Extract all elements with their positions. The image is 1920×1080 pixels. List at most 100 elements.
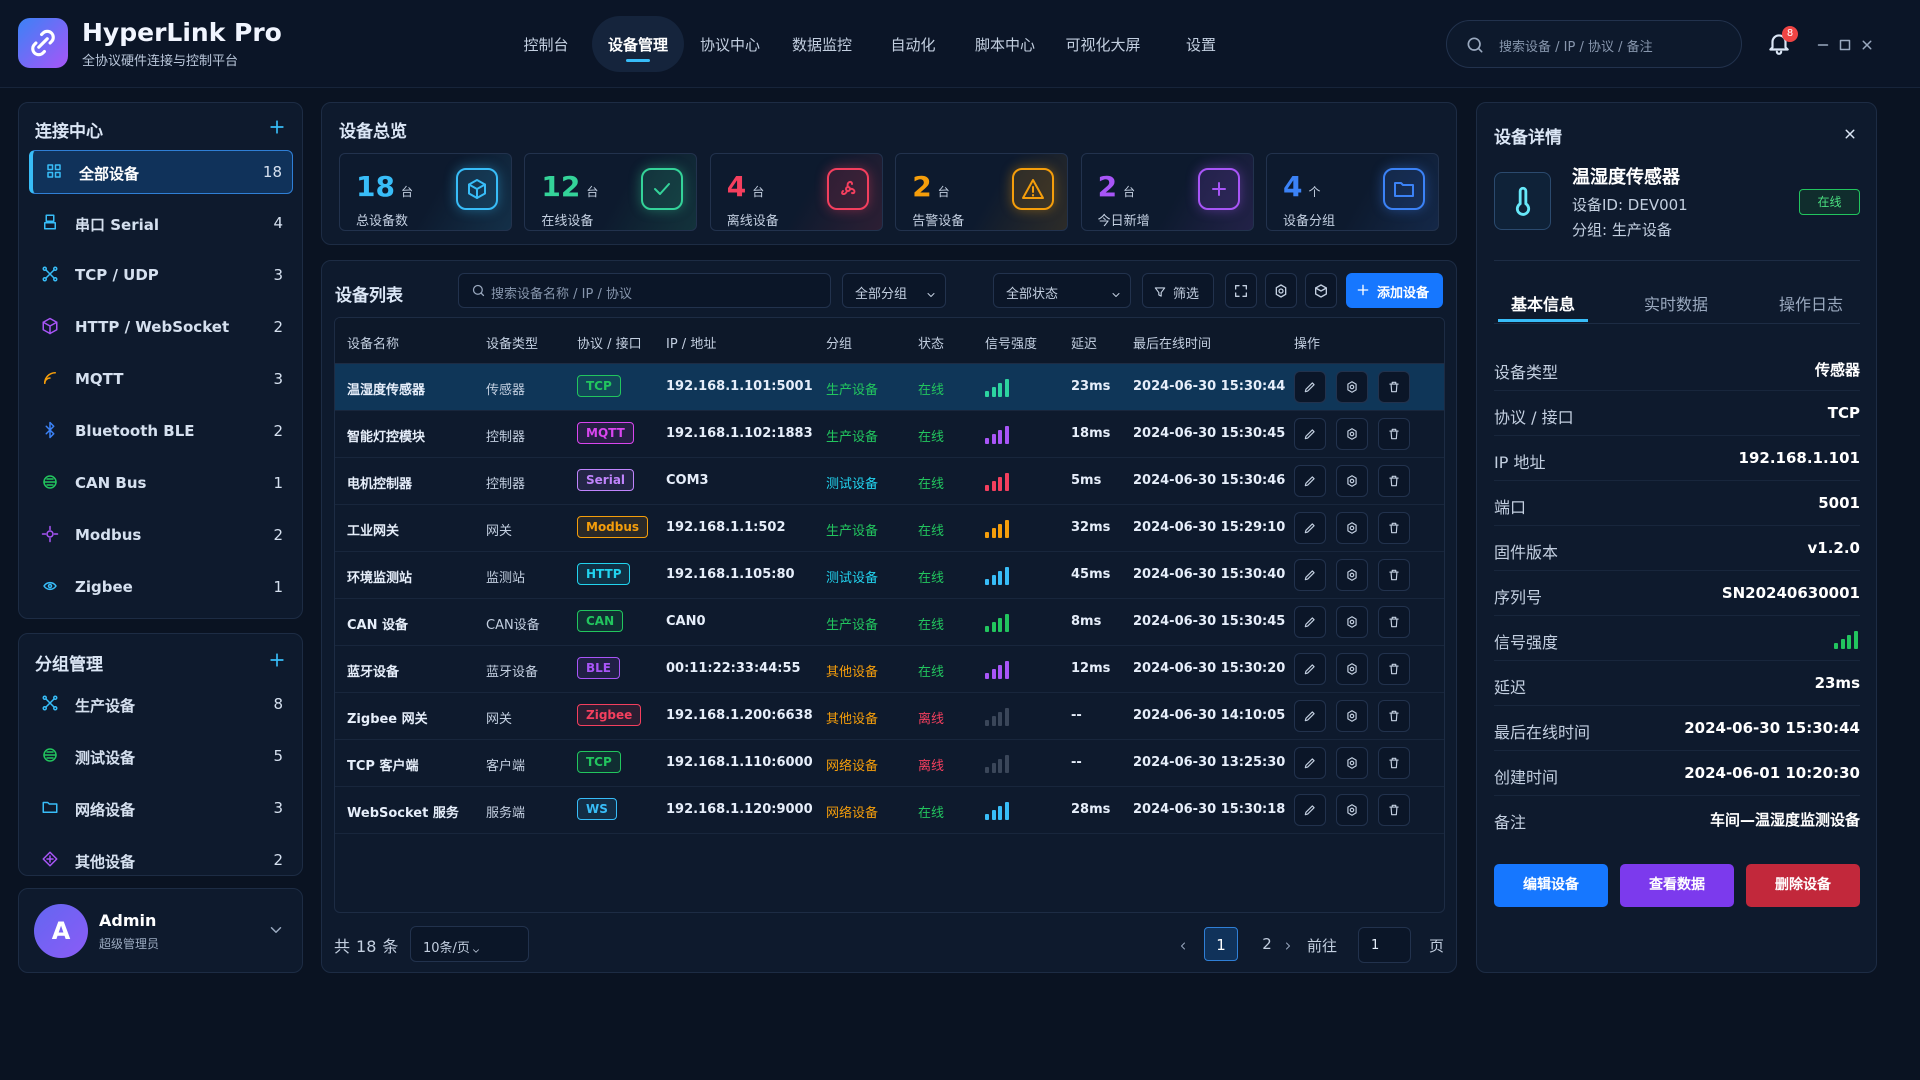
detail-button[interactable]: 编辑设备: [1494, 864, 1608, 907]
action-button[interactable]: [1294, 794, 1326, 826]
table-row[interactable]: 智能灯控模块 控制器 MQTT 192.168.1.102:1883 生产设备 在线 18m…: [335, 411, 1444, 458]
window-control[interactable]: [1858, 36, 1876, 58]
action-button[interactable]: [1378, 653, 1410, 685]
search-box[interactable]: 搜索设备 / IP / 协议 / 备注: [1446, 20, 1742, 68]
select[interactable]: 全部状态: [993, 273, 1131, 308]
user-role: 超级管理员: [99, 937, 160, 951]
connection-item[interactable]: Bluetooth BLE 2: [29, 410, 293, 454]
window-control[interactable]: [1814, 36, 1832, 58]
action-button[interactable]: [1336, 606, 1368, 638]
action-button[interactable]: [1336, 747, 1368, 779]
action-button[interactable]: [1336, 512, 1368, 544]
tab[interactable]: 基本信息: [1510, 295, 1575, 314]
action-button[interactable]: [1294, 465, 1326, 497]
detail-button[interactable]: 查看数据: [1620, 864, 1734, 907]
action-button[interactable]: [1294, 700, 1326, 732]
connection-item[interactable]: 全部设备 18: [29, 150, 293, 194]
action-button[interactable]: [1378, 465, 1410, 497]
add-device-button[interactable]: 添加设备: [1346, 273, 1443, 308]
action-button[interactable]: [1336, 418, 1368, 450]
user-card[interactable]: A Admin 超级管理员: [18, 888, 303, 973]
action-button[interactable]: [1336, 371, 1368, 403]
group-item[interactable]: 测试设备 5: [29, 735, 293, 779]
action-button[interactable]: [1378, 606, 1410, 638]
action-button[interactable]: [1294, 653, 1326, 685]
nav-item[interactable]: 脚本中心: [959, 16, 1051, 72]
action-button[interactable]: [1378, 794, 1410, 826]
icon-part: [1389, 757, 1399, 769]
table-row[interactable]: CAN 设备 CAN设备 CAN CAN0 生产设备 在线 8ms 2024-06-30 15…: [335, 599, 1444, 646]
nav-item[interactable]: 控制台: [500, 16, 592, 72]
item-label: TCP / UDP: [75, 266, 159, 284]
group-item[interactable]: 网络设备 3: [29, 787, 293, 831]
action-button[interactable]: [1336, 559, 1368, 591]
goto-input[interactable]: 1: [1358, 927, 1411, 963]
next-page[interactable]: [1282, 937, 1294, 956]
tool-button[interactable]: [1225, 273, 1257, 308]
select[interactable]: 全部分组: [842, 273, 946, 308]
group-item[interactable]: 其他设备 2: [29, 839, 293, 883]
action-button[interactable]: [1378, 418, 1410, 450]
connection-item[interactable]: MQTT 3: [29, 358, 293, 402]
action-button[interactable]: [1378, 700, 1410, 732]
nav-item[interactable]: 协议中心: [684, 16, 776, 72]
page-number[interactable]: 1: [1204, 927, 1238, 961]
table-row[interactable]: 蓝牙设备 蓝牙设备 BLE 00:11:22:33:44:55 其他设备 在线 12ms 20…: [335, 646, 1444, 693]
action-button[interactable]: [1294, 418, 1326, 450]
action-button[interactable]: [1294, 512, 1326, 544]
tab[interactable]: 操作日志: [1778, 295, 1843, 314]
detail-button[interactable]: 删除设备: [1746, 864, 1860, 907]
prev-page[interactable]: [1177, 937, 1189, 956]
window-control[interactable]: [1836, 36, 1854, 58]
nav-item[interactable]: 设置: [1155, 16, 1247, 72]
tool-button[interactable]: [1265, 273, 1297, 308]
nav-item[interactable]: 数据监控: [776, 16, 868, 72]
page-number[interactable]: 2: [1262, 935, 1272, 953]
action-button[interactable]: [1378, 371, 1410, 403]
action-button[interactable]: [1336, 700, 1368, 732]
icon-part: [927, 293, 935, 297]
add-button[interactable]: [267, 650, 287, 674]
tool-button[interactable]: [1305, 273, 1337, 308]
cell-last-online: 2024-06-30 15:30:46: [1133, 473, 1286, 488]
table-row[interactable]: TCP 客户端 客户端 TCP 192.168.1.110:6000 网络设备 离线 -- 2…: [335, 740, 1444, 787]
connection-item[interactable]: 串口 Serial 4: [29, 202, 293, 246]
table-row[interactable]: Zigbee 网关 网关 Zigbee 192.168.1.200:6638 其他设备 离…: [335, 693, 1444, 740]
action-button[interactable]: [1294, 747, 1326, 779]
icon-part: [1286, 942, 1290, 950]
notification-bell[interactable]: 8: [1766, 26, 1798, 58]
icon-part: [473, 949, 479, 953]
connection-item[interactable]: TCP / UDP 3: [29, 254, 293, 298]
action-button[interactable]: [1378, 559, 1410, 591]
close-button[interactable]: [1841, 125, 1859, 147]
action-button[interactable]: [1294, 606, 1326, 638]
table-row[interactable]: 电机控制器 控制器 Serial COM3 测试设备 在线 5ms 2024-06-30 15…: [335, 458, 1444, 505]
connection-item[interactable]: CAN Bus 1: [29, 462, 293, 506]
table-row[interactable]: 工业网关 网关 Modbus 192.168.1.1:502 生产设备 在线 32ms 202…: [335, 505, 1444, 552]
action-button[interactable]: [1336, 794, 1368, 826]
connection-item[interactable]: Modbus 2: [29, 514, 293, 558]
device-search[interactable]: 搜索设备名称 / IP / 协议: [458, 273, 831, 308]
action-button[interactable]: [1294, 559, 1326, 591]
tab[interactable]: 实时数据: [1643, 295, 1708, 314]
nav-label: 脚本中心: [974, 35, 1035, 54]
nav-item[interactable]: 自动化: [867, 16, 959, 72]
action-button[interactable]: [1378, 512, 1410, 544]
group-item[interactable]: 生产设备 8: [29, 683, 293, 727]
cell-latency: 32ms: [1071, 520, 1111, 535]
table-row[interactable]: 环境监测站 监测站 HTTP 192.168.1.105:80 测试设备 在线 45ms 20…: [335, 552, 1444, 599]
action-button[interactable]: [1336, 465, 1368, 497]
action-button[interactable]: [1294, 371, 1326, 403]
action-button[interactable]: [1336, 653, 1368, 685]
filter-button[interactable]: 筛选: [1142, 273, 1214, 308]
add-button[interactable]: [267, 117, 287, 141]
action-button[interactable]: [1378, 747, 1410, 779]
nav-item[interactable]: 设备管理: [592, 16, 684, 72]
page-size-select[interactable]: 10条/页: [410, 926, 529, 962]
nav-item[interactable]: 可视化大屏: [1057, 16, 1149, 72]
table-row[interactable]: WebSocket 服务 服务端 WS 192.168.1.120:9000 网络设备 在…: [335, 787, 1444, 834]
icon-part: [42, 266, 58, 282]
table-row[interactable]: 温湿度传感器 传感器 TCP 192.168.1.101:5001 生产设备 在线 23ms…: [335, 364, 1444, 411]
connection-item[interactable]: Zigbee 1: [29, 566, 293, 610]
connection-item[interactable]: HTTP / WebSocket 2: [29, 306, 293, 350]
